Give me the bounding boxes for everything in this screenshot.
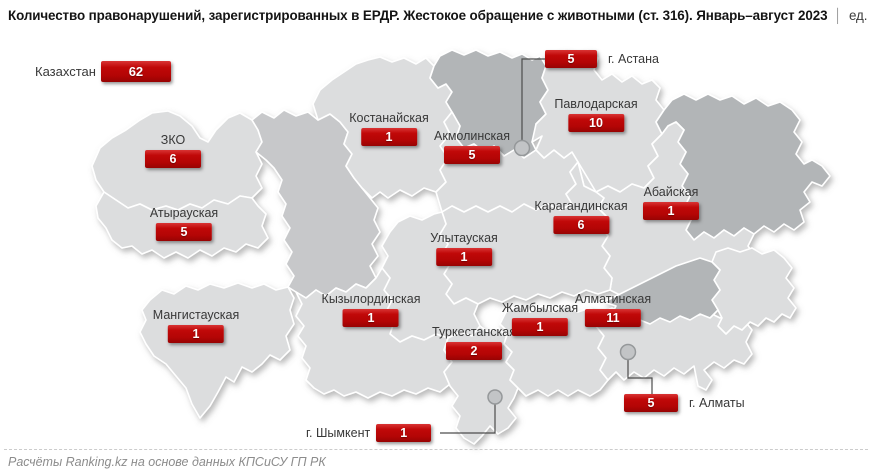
region-marker-atyrau: Атырауская 5 bbox=[150, 206, 218, 241]
astana-city-marker-dot bbox=[513, 139, 531, 157]
region-label: Павлодарская bbox=[554, 97, 638, 111]
region-value-badge: 10 bbox=[567, 114, 624, 132]
title-unit: ед. bbox=[848, 8, 868, 23]
region-marker-pavlodar: Павлодарская 10 bbox=[554, 97, 638, 132]
total-marker-kazakhstan: Казахстан 62 bbox=[35, 61, 171, 82]
region-label: Туркестанская bbox=[432, 325, 516, 339]
region-label: Акмолинская bbox=[434, 129, 510, 143]
region-shape-mangystau bbox=[139, 282, 295, 419]
region-marker-zko: ЗКО 6 bbox=[145, 133, 201, 168]
region-value-badge: 1 bbox=[343, 309, 399, 327]
region-marker-kostanay: Костанайская 1 bbox=[349, 111, 429, 146]
region-value-badge: 5 bbox=[443, 146, 500, 164]
region-value-badge: 1 bbox=[512, 318, 568, 336]
region-label: Атырауская bbox=[149, 206, 219, 220]
region-label: Карагандинская bbox=[534, 199, 628, 213]
region-marker-kyzylorda: Кызылординская 1 bbox=[321, 292, 421, 327]
region-value-badge: 1 bbox=[643, 202, 699, 220]
region-marker-abay: Абайская 1 bbox=[643, 185, 699, 220]
city-value-badge: 1 bbox=[376, 424, 432, 442]
city-marker-almaty: 5 г. Алматы bbox=[624, 394, 745, 412]
region-marker-mangystau: Мангистауская 1 bbox=[153, 308, 239, 343]
footer-divider bbox=[4, 449, 868, 450]
region-marker-turkestan: Туркестанская 2 bbox=[432, 325, 516, 360]
region-label: Мангистауская bbox=[152, 308, 240, 322]
region-value-badge: 11 bbox=[584, 309, 641, 327]
total-value-badge: 62 bbox=[100, 61, 171, 82]
region-label: Кызылординская bbox=[321, 292, 421, 306]
city-label: г. Астана bbox=[608, 52, 659, 66]
city-marker-astana: 5 г. Астана bbox=[545, 50, 659, 68]
source-note: Расчёты Ranking.kz на основе данных КПСи… bbox=[8, 455, 326, 469]
region-label: Улытауская bbox=[430, 231, 498, 245]
region-value-badge: 5 bbox=[155, 223, 212, 241]
region-value-badge: 6 bbox=[552, 216, 609, 234]
region-marker-zhambyl: Жамбылская 1 bbox=[502, 301, 578, 336]
page-title: Количество правонарушений, зарегистриров… bbox=[8, 8, 868, 23]
region-marker-karaganda: Карагандинская 6 bbox=[534, 199, 628, 234]
region-marker-almaty-region: Алматинская 11 bbox=[575, 292, 651, 327]
region-value-badge: 2 bbox=[446, 342, 502, 360]
city-label: г. Шымкент bbox=[306, 426, 371, 440]
almaty-connector-line bbox=[627, 352, 653, 394]
region-label: Абайская bbox=[643, 185, 699, 199]
total-label: Казахстан bbox=[35, 64, 96, 79]
shymkent-city-marker-dot bbox=[487, 389, 503, 405]
region-marker-akmola: Акмолинская 5 bbox=[434, 129, 510, 164]
city-value-badge: 5 bbox=[545, 50, 597, 68]
region-value-badge: 1 bbox=[435, 248, 492, 266]
city-marker-shymkent: г. Шымкент 1 bbox=[306, 424, 432, 442]
almaty-city-marker-dot bbox=[619, 343, 637, 361]
city-label: г. Алматы bbox=[689, 396, 745, 410]
shymkent-connector-line bbox=[440, 398, 496, 434]
region-value-badge: 1 bbox=[167, 325, 224, 343]
region-marker-ulytau: Улытауская 1 bbox=[430, 231, 498, 266]
region-label: Жамбылская bbox=[501, 301, 579, 315]
region-label: ЗКО bbox=[160, 133, 186, 147]
title-text: Количество правонарушений, зарегистриров… bbox=[8, 8, 828, 23]
city-value-badge: 5 bbox=[624, 394, 678, 412]
title-separator: │ bbox=[834, 8, 843, 23]
region-value-badge: 1 bbox=[360, 128, 417, 146]
astana-connector-line bbox=[521, 58, 545, 148]
region-shape-aktobe bbox=[251, 109, 381, 299]
region-shape-almaty-east bbox=[711, 247, 797, 335]
region-value-badge: 6 bbox=[145, 150, 201, 168]
region-label: Алматинская bbox=[574, 292, 652, 306]
region-label: Костанайская bbox=[349, 111, 429, 125]
